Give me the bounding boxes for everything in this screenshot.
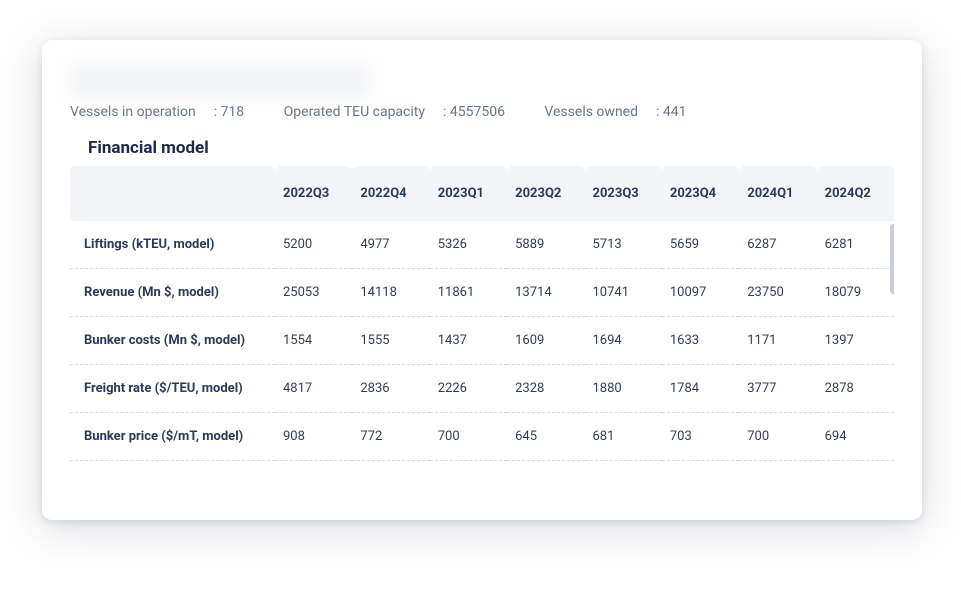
table-row: Liftings (kTEU, model) 5200 4977 5326 58… <box>70 221 894 269</box>
table-header-cell: 2024Q1 <box>739 166 816 221</box>
table-header-cell: 2022Q4 <box>352 166 429 221</box>
table-cell: 1880 <box>585 365 662 413</box>
section-title: Financial model <box>88 138 894 158</box>
table-cell: 1609 <box>507 317 584 365</box>
scrollbar-track[interactable] <box>890 224 894 484</box>
table-cell: 772 <box>352 413 429 461</box>
table-header-cell: 2024Q2 <box>817 166 894 221</box>
table-cell: 5659 <box>662 221 739 269</box>
table-cell: 4817 <box>275 365 352 413</box>
table-cell: 10741 <box>585 269 662 317</box>
table-cell: 2328 <box>507 365 584 413</box>
stats-line: Vessels in operation: 718 Operated TEU c… <box>70 104 894 120</box>
stat-vessels-in-operation: Vessels in operation: 718 <box>70 104 262 120</box>
table-header-cell: 2023Q4 <box>662 166 739 221</box>
row-label: Liftings (kTEU, model) <box>70 221 275 269</box>
table-header-empty <box>70 166 275 221</box>
table-cell: 703 <box>662 413 739 461</box>
table-cell: 645 <box>507 413 584 461</box>
stat-operated-teu-capacity: Operated TEU capacity: 4557506 <box>284 104 523 120</box>
table-cell: 10097 <box>662 269 739 317</box>
dashboard-card: Vessels in operation: 718 Operated TEU c… <box>42 40 922 520</box>
table-cell: 1397 <box>817 317 894 365</box>
table-header-cell: 2022Q3 <box>275 166 352 221</box>
table-header-row: 2022Q3 2022Q4 2023Q1 2023Q2 2023Q3 2023Q… <box>70 166 894 221</box>
table-cell: 5326 <box>430 221 507 269</box>
table-cell: 700 <box>739 413 816 461</box>
table-header-cell: 2023Q2 <box>507 166 584 221</box>
table-row: Revenue (Mn $, model) 25053 14118 11861 … <box>70 269 894 317</box>
table-cell: 1784 <box>662 365 739 413</box>
table-cell: 6281 <box>817 221 894 269</box>
table-cell: 18079 <box>817 269 894 317</box>
table-row: Freight rate ($/TEU, model) 4817 2836 22… <box>70 365 894 413</box>
table-cell: 25053 <box>275 269 352 317</box>
table-header-cell: 2023Q1 <box>430 166 507 221</box>
financial-table-container: 2022Q3 2022Q4 2023Q1 2023Q2 2023Q3 2023Q… <box>70 166 894 496</box>
table-cell: 11861 <box>430 269 507 317</box>
table-cell: 1554 <box>275 317 352 365</box>
row-label: Revenue (Mn $, model) <box>70 269 275 317</box>
table-cell: 2226 <box>430 365 507 413</box>
table-cell: 6287 <box>739 221 816 269</box>
table-cell: 5713 <box>585 221 662 269</box>
financial-model-table: 2022Q3 2022Q4 2023Q1 2023Q2 2023Q3 2023Q… <box>70 166 894 461</box>
header-blurred-region <box>70 64 370 98</box>
table-cell: 5200 <box>275 221 352 269</box>
table-cell: 1633 <box>662 317 739 365</box>
table-cell: 694 <box>817 413 894 461</box>
table-cell: 14118 <box>352 269 429 317</box>
table-cell: 2836 <box>352 365 429 413</box>
table-row: Bunker price ($/mT, model) 908 772 700 6… <box>70 413 894 461</box>
table-cell: 3777 <box>739 365 816 413</box>
scrollbar-thumb[interactable] <box>890 224 894 294</box>
table-body: Liftings (kTEU, model) 5200 4977 5326 58… <box>70 221 894 461</box>
table-header-cell: 2023Q3 <box>585 166 662 221</box>
table-cell: 23750 <box>739 269 816 317</box>
table-cell: 1694 <box>585 317 662 365</box>
table-cell: 1171 <box>739 317 816 365</box>
row-label: Bunker price ($/mT, model) <box>70 413 275 461</box>
stat-vessels-owned: Vessels owned: 441 <box>544 104 704 120</box>
table-cell: 13714 <box>507 269 584 317</box>
table-cell: 2878 <box>817 365 894 413</box>
table-row: Bunker costs (Mn $, model) 1554 1555 143… <box>70 317 894 365</box>
table-cell: 4977 <box>352 221 429 269</box>
table-cell: 681 <box>585 413 662 461</box>
table-cell: 5889 <box>507 221 584 269</box>
table-cell: 1437 <box>430 317 507 365</box>
table-cell: 1555 <box>352 317 429 365</box>
row-label: Bunker costs (Mn $, model) <box>70 317 275 365</box>
table-cell: 700 <box>430 413 507 461</box>
row-label: Freight rate ($/TEU, model) <box>70 365 275 413</box>
table-cell: 908 <box>275 413 352 461</box>
